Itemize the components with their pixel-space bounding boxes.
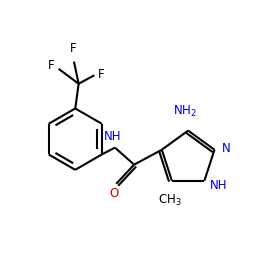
Text: N: N	[222, 142, 231, 155]
Text: O: O	[109, 187, 119, 200]
Text: F: F	[98, 68, 105, 81]
Text: CH$_3$: CH$_3$	[158, 193, 182, 208]
Text: F: F	[70, 42, 77, 55]
Text: F: F	[48, 59, 55, 72]
Text: NH: NH	[104, 130, 122, 142]
Text: NH: NH	[209, 179, 227, 192]
Text: NH$_2$: NH$_2$	[173, 104, 197, 119]
